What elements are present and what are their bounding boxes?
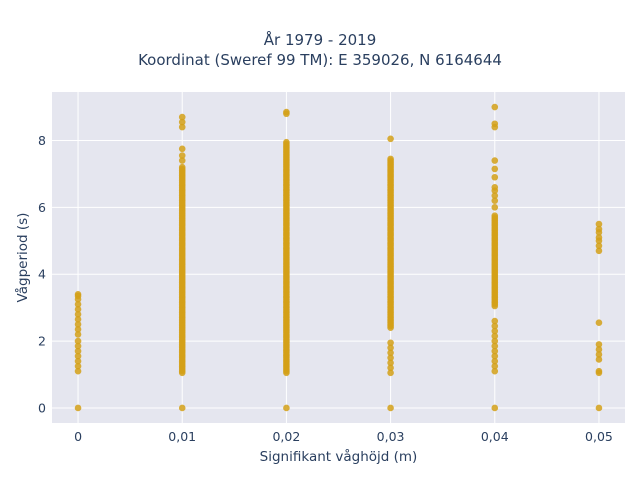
data-point — [178, 113, 186, 121]
data-point — [178, 152, 186, 159]
data-point — [595, 247, 603, 255]
data-point — [74, 404, 82, 412]
x-tick-label: 0,04 — [481, 429, 509, 444]
data-point — [178, 157, 186, 164]
x-axis-ticks: 0 0,01 0,02 0,03 0,04 0,05 — [74, 429, 613, 444]
y-axis-ticks: 0 2 4 6 8 — [38, 133, 46, 415]
data-point — [491, 173, 499, 181]
data-point — [74, 342, 82, 350]
data-point — [491, 165, 499, 173]
data-point — [387, 135, 394, 143]
data-point — [491, 404, 499, 412]
data-point — [74, 326, 82, 333]
x-tick-label: 0,02 — [272, 429, 300, 444]
y-tick-label: 0 — [38, 400, 46, 415]
data-point — [74, 357, 82, 365]
data-point — [595, 319, 603, 326]
data-point — [74, 331, 82, 338]
data-point — [491, 120, 499, 128]
data-point — [595, 234, 603, 241]
data-point — [178, 404, 186, 412]
x-axis-label: Signifikant våghöjd (m) — [260, 448, 418, 465]
data-point — [387, 155, 394, 163]
y-tick-label: 8 — [38, 133, 46, 148]
data-point — [74, 367, 82, 375]
data-point — [491, 347, 499, 355]
data-point — [74, 301, 82, 308]
data-point — [491, 192, 499, 199]
y-tick-label: 6 — [38, 200, 46, 215]
data-point — [595, 351, 603, 358]
data-point — [595, 242, 603, 250]
data-point — [491, 157, 499, 164]
data-point — [491, 337, 499, 345]
data-point — [491, 183, 499, 191]
data-point — [74, 337, 82, 345]
data-point — [387, 354, 394, 362]
data-point — [178, 163, 186, 171]
data-point — [74, 362, 82, 370]
data-point — [491, 352, 499, 360]
data-point — [74, 352, 82, 360]
data-point — [491, 212, 499, 220]
data-points — [74, 103, 603, 412]
data-point — [74, 316, 82, 323]
data-point — [595, 404, 603, 412]
data-point — [491, 197, 499, 204]
data-point — [491, 367, 499, 375]
data-point — [491, 362, 499, 370]
data-point — [595, 356, 603, 363]
data-point — [595, 341, 603, 348]
data-point — [595, 346, 603, 353]
data-point — [74, 306, 82, 313]
data-point — [387, 339, 394, 347]
data-point — [74, 311, 82, 318]
data-point — [595, 220, 603, 228]
data-point — [283, 138, 290, 146]
plot-area — [52, 92, 625, 423]
data-point — [491, 317, 499, 325]
data-point — [595, 367, 603, 375]
data-point — [283, 404, 290, 412]
chart-title-line-2: Koordinat (Sweref 99 TM): E 359026, N 61… — [138, 51, 502, 69]
data-point — [74, 347, 82, 355]
data-point — [387, 344, 394, 352]
data-point — [491, 342, 499, 350]
data-point — [595, 225, 603, 233]
y-tick-label: 2 — [38, 334, 46, 349]
x-tick-label: 0,01 — [168, 429, 196, 444]
data-point — [283, 108, 290, 116]
data-point — [74, 290, 82, 298]
data-point — [387, 369, 394, 377]
data-point — [178, 123, 186, 131]
data-point — [491, 204, 499, 211]
data-point — [178, 145, 186, 153]
data-point — [491, 332, 499, 340]
data-point — [387, 359, 394, 367]
data-point — [178, 118, 186, 126]
data-point — [491, 322, 499, 330]
data-point — [387, 349, 394, 357]
x-tick-label: 0,05 — [585, 429, 613, 444]
data-point — [387, 404, 394, 412]
chart-title-line-1: År 1979 - 2019 — [263, 31, 377, 49]
y-tick-label: 4 — [38, 267, 46, 282]
data-point — [491, 103, 499, 111]
data-point — [74, 321, 82, 328]
data-point — [387, 364, 394, 372]
x-tick-label: 0,03 — [377, 429, 405, 444]
x-tick-label: 0 — [74, 429, 82, 444]
y-axis-label: Vågperiod (s) — [14, 213, 31, 303]
data-point — [491, 357, 499, 365]
data-point — [491, 327, 499, 335]
